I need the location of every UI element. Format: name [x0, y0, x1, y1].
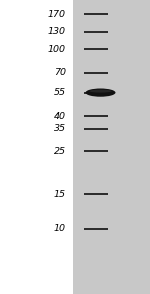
- Text: 15: 15: [54, 190, 66, 198]
- Text: 40: 40: [54, 112, 66, 121]
- Text: 130: 130: [48, 27, 66, 36]
- Text: 170: 170: [48, 10, 66, 19]
- Text: 55: 55: [54, 88, 66, 97]
- Text: 70: 70: [54, 69, 66, 77]
- Bar: [0, 0, 73, 294]
- Bar: [73, 0, 150, 294]
- Ellipse shape: [85, 88, 116, 97]
- Ellipse shape: [89, 90, 112, 93]
- Text: 25: 25: [54, 147, 66, 156]
- Text: 35: 35: [54, 124, 66, 133]
- Text: 100: 100: [48, 45, 66, 54]
- Text: 10: 10: [54, 224, 66, 233]
